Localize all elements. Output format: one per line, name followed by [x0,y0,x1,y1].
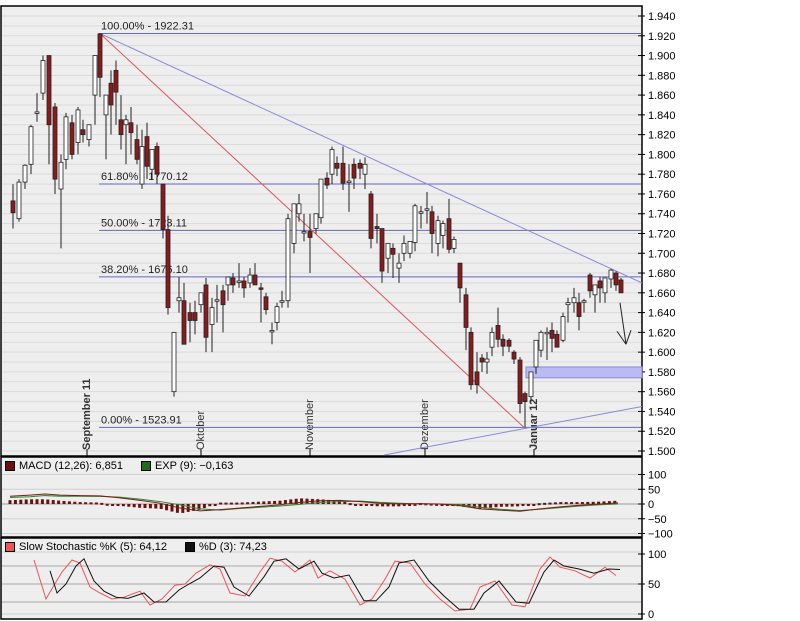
price-tick-label: 1.680 [648,268,676,280]
price-tick-label: 1.820 [648,130,676,142]
month-label: November [304,399,316,450]
stochastic-y-axis: 100 50 0 [638,549,666,621]
macd-tick-label: 50 [648,484,660,496]
macd-tick-label: −100 [648,529,673,541]
macd-lines [9,493,619,512]
macd-tick-label: −50 [648,514,667,526]
price-tick-label: 1.860 [648,90,676,102]
macd-panel: 100 50 0 −50 −100 [0,456,673,541]
stoch-k-swatch-icon [5,542,15,552]
macd-tick-label: 100 [648,470,666,482]
macd-legend-item: MACD (12,26): 6,851 [5,460,123,472]
price-tick-label: 1.540 [648,406,676,418]
trendlines [99,33,643,456]
price-tick-label: 1.760 [648,189,676,201]
macd-swatch-icon [5,461,15,471]
date-x-axis: September 11 Oktober November Dezember Janua… [81,378,540,456]
macd-legend: MACD (12,26): 6,851 EXP (9): −0,163 [5,460,233,472]
price-tick-label: 1.620 [648,327,676,339]
exp-swatch-icon [140,461,151,471]
price-tick-label: 1.940 [648,11,676,23]
price-tick-label: 1.740 [648,209,676,221]
price-tick-label: 1.640 [648,308,676,320]
stoch-d-legend-item: %D (3): 74,23 [184,541,267,553]
stoch-d-legend-label: %D (3): 74,23 [198,541,267,553]
month-label: Oktober [195,411,207,450]
stoch-tick-label: 0 [648,609,654,621]
fib-level-label: 100.00% - 1922.31 [101,20,194,32]
price-tick-label: 1.920 [648,31,676,43]
price-tick-label: 1.780 [648,169,676,181]
fib-diagonal [99,33,525,428]
price-tick-label: 1.600 [648,347,676,359]
month-label: September 11 [81,378,93,450]
candlesticks [10,33,624,428]
exp-legend-label: EXP (9): −0,163 [154,460,234,472]
stoch-d-swatch-icon [184,542,195,552]
macd-tick-label: 0 [648,499,654,511]
price-tick-label: 1.660 [648,288,676,300]
price-tick-label: 1.520 [648,426,676,438]
fib-level-label: 38.20% - 1676.10 [101,264,188,276]
exp-legend-item: EXP (9): −0,163 [140,460,234,472]
price-tick-label: 1.580 [648,367,676,379]
macd-y-axis: 100 50 0 −50 −100 [638,470,673,541]
macd-legend-label: MACD (12,26): 6,851 [19,460,123,472]
support-trendline [383,406,643,456]
fib-level-label: 61.80% - 1770.12 [101,171,188,183]
price-tick-label: 1.720 [648,229,676,241]
stoch-tick-label: 100 [648,549,666,561]
stochastic-lines [33,556,621,612]
price-y-axis: 1.940 1.920 1.900 1.880 1.860 1.840 1.820 1.800… [638,11,676,458]
resistance-trendline [99,33,643,284]
stochastic-legend: Slow Stochastic %K (5): 64,12 %D (3): 74… [5,541,267,553]
stoch-tick-label: 50 [648,579,660,591]
month-label: Dezember [419,399,431,450]
stoch-k-legend-item: Slow Stochastic %K (5): 64,12 [5,541,167,553]
price-tick-label: 1.840 [648,110,676,122]
price-tick-label: 1.700 [648,248,676,260]
stochastic-panel: 100 50 0 [0,537,666,621]
price-tick-label: 1.900 [648,51,676,63]
price-tick-label: 1.800 [648,149,676,161]
price-tick-label: 1.500 [648,446,676,458]
price-tick-label: 1.560 [648,387,676,399]
down-arrow-icon [616,302,632,345]
fib-level-label: 0.00% - 1523.91 [101,414,182,426]
support-zone [525,366,643,379]
price-tick-label: 1.880 [648,70,676,82]
stoch-k-legend-label: Slow Stochastic %K (5): 64,12 [19,541,167,553]
price-panel: 1.940 1.920 1.900 1.880 1.860 1.840 1.820 1.800… [0,5,676,458]
fib-level-label: 50.00% - 1723.11 [101,217,187,229]
month-label: Januar 12 [528,399,540,450]
